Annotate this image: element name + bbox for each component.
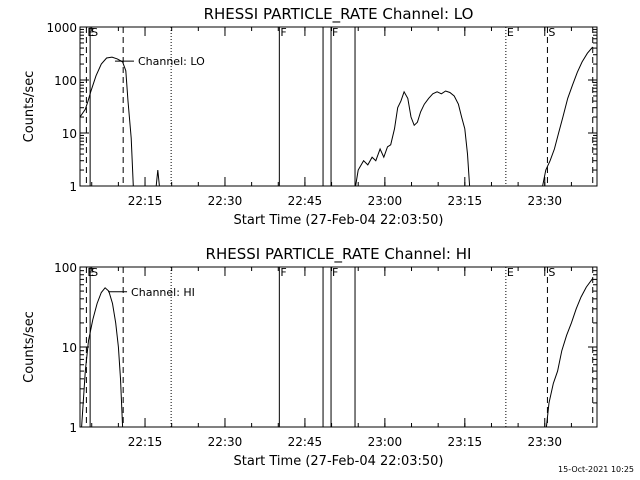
y-tick-label: 10: [62, 127, 77, 141]
flag-label: E: [507, 26, 514, 39]
channel-annotation: Channel: LO: [138, 55, 205, 68]
y-tick-label: 1: [69, 421, 77, 435]
x-tick-label: 22:30: [208, 194, 243, 208]
x-tick-label: 23:00: [368, 194, 403, 208]
x-tick-label: 23:15: [448, 435, 483, 449]
plot-frame: [79, 26, 598, 187]
chart-panel-1: RHESSI PARTICLE_RATE Channel: LO Counts/s…: [22, 5, 598, 228]
flag-label: F: [332, 266, 338, 279]
flag-label: S: [91, 26, 98, 39]
y-tick-label: 1: [69, 180, 77, 194]
x-tick-label: 22:15: [128, 435, 163, 449]
flag-label: E: [87, 266, 94, 279]
y-tick-label: 100: [54, 261, 77, 275]
y-tick-label: 100: [54, 74, 77, 88]
y-tick-label: 1000: [46, 21, 77, 35]
flag-label: F: [280, 26, 286, 39]
data-line-segment-1: [80, 56, 134, 186]
x-tick-label: 23:15: [448, 194, 483, 208]
timestamp-label: 15-Oct-2021 10:25: [558, 465, 634, 474]
flag-label: S: [548, 266, 555, 279]
x-tick-label: 23:00: [368, 435, 403, 449]
x-tick-label: 22:45: [288, 435, 323, 449]
data-line-segment-2: [155, 169, 160, 186]
x-tick-label: 22:45: [288, 194, 323, 208]
x-axis-label: Start Time (27-Feb-04 22:03:50): [234, 213, 444, 228]
data-line-segment-3: [355, 90, 471, 186]
flag-label: F: [332, 26, 338, 39]
chart-panel-2: RHESSI PARTICLE_RATE Channel: HI Counts/s…: [22, 245, 598, 469]
x-tick-label: 23:30: [527, 194, 562, 208]
chart-title: RHESSI PARTICLE_RATE Channel: HI: [206, 245, 472, 264]
data-line-segment-2: [545, 278, 594, 427]
flag-label: S: [548, 26, 555, 39]
x-tick-label: 22:30: [208, 435, 243, 449]
data-line-segment-4: [542, 46, 594, 186]
channel-annotation: Channel: HI: [131, 286, 195, 299]
y-axis-label: Counts/sec: [22, 71, 37, 143]
flag-label: E: [507, 266, 514, 279]
x-tick-label: 22:15: [128, 194, 163, 208]
flag-label: F: [280, 266, 286, 279]
flag-label: S: [91, 266, 98, 279]
chart-title: RHESSI PARTICLE_RATE Channel: LO: [204, 5, 474, 24]
flag-label: E: [87, 26, 94, 39]
x-axis-label: Start Time (27-Feb-04 22:03:50): [234, 454, 444, 469]
data-line-segment-1: [81, 287, 124, 427]
y-axis-label: Counts/sec: [22, 311, 37, 383]
y-tick-label: 10: [62, 341, 77, 355]
x-tick-label: 23:30: [527, 435, 562, 449]
